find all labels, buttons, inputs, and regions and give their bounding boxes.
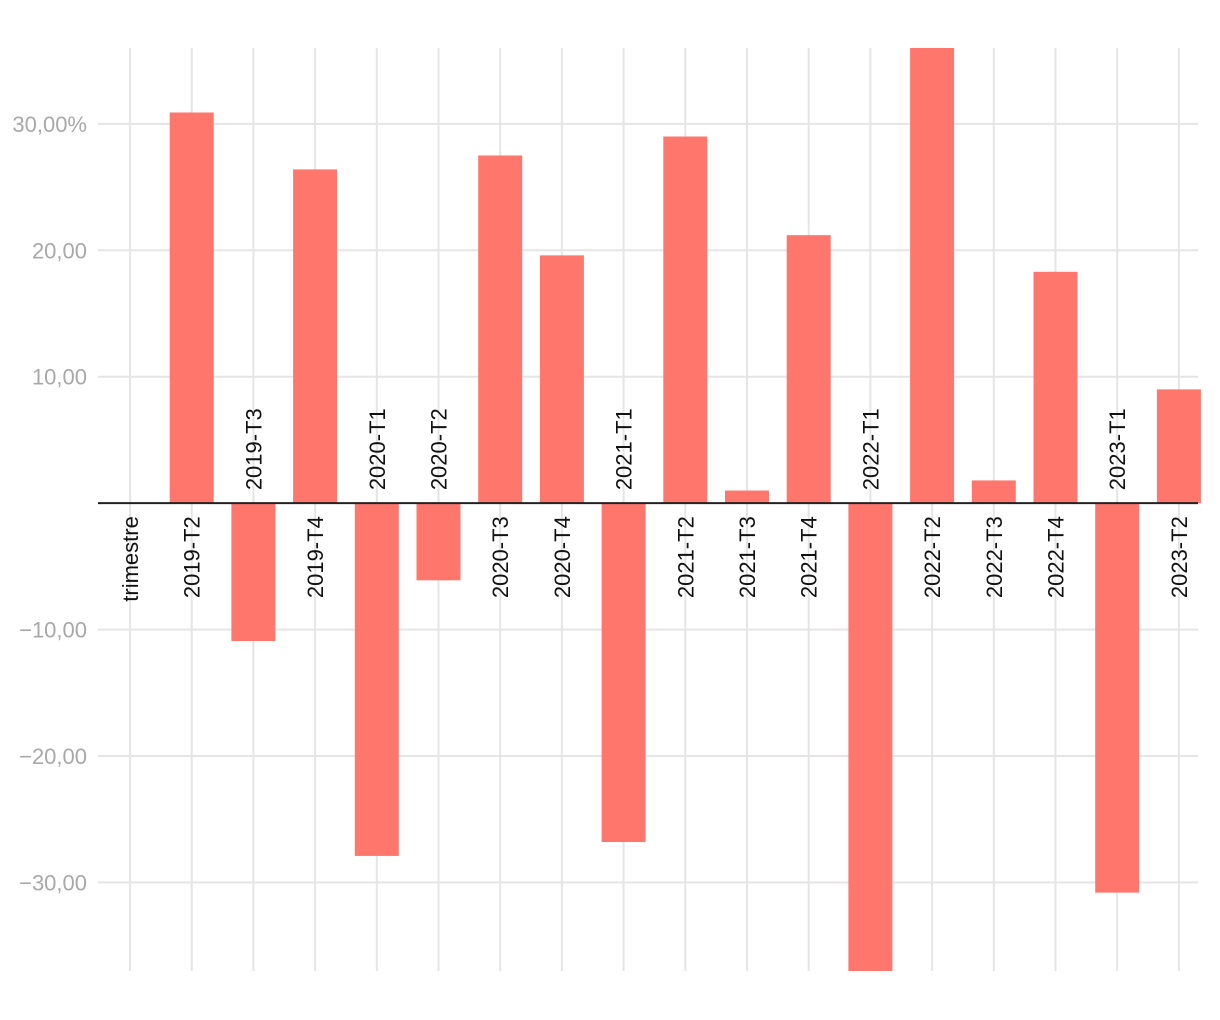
category-label: 2021-T1 [612, 408, 637, 490]
y-tick-label: 30,00% [12, 112, 87, 137]
bar-2022-T4 [1033, 271, 1078, 504]
bar-2019-T4 [293, 169, 338, 504]
category-label: 2022-T2 [920, 516, 945, 598]
category-label: 2020-T4 [550, 516, 575, 598]
y-tick-label: −30,00 [19, 870, 87, 895]
category-label: 2020-T1 [365, 408, 390, 490]
bar-2020-T1 [354, 503, 399, 856]
category-label: 2019-T4 [303, 516, 328, 598]
bar-2019-T3 [231, 503, 276, 641]
category-label: 2020-T2 [427, 408, 452, 490]
category-label: 2019-T3 [241, 408, 266, 490]
bar-2021-T1 [601, 503, 646, 843]
bar-2021-T3 [725, 490, 769, 504]
y-tick-label: 10,00 [32, 365, 87, 390]
category-label: 2022-T4 [1044, 516, 1069, 598]
bar-2019-T2 [169, 112, 214, 504]
y-tick-label: −20,00 [19, 744, 87, 769]
category-label: trimestre [118, 516, 143, 602]
category-label: 2020-T3 [488, 516, 513, 598]
bar-2023-T1 [1095, 503, 1140, 893]
category-label: 2021-T4 [797, 516, 822, 598]
category-label: 2019-T2 [180, 516, 205, 598]
bar-2023-T2 [1156, 389, 1201, 504]
bar-2022-T3 [971, 480, 1016, 504]
bar-2020-T4 [539, 255, 584, 504]
category-label: 2021-T3 [735, 516, 760, 598]
category-label: 2023-T2 [1167, 516, 1192, 598]
category-labels: trimestre 2019-T2 2019-T3 2019-T4 2020-T1 202… [118, 408, 1192, 602]
category-label: 2023-T1 [1105, 408, 1130, 490]
category-label: 2022-T3 [982, 516, 1007, 598]
bar-2020-T3 [478, 155, 523, 504]
bars [169, 48, 1201, 971]
bar-2021-T4 [786, 235, 831, 504]
bar-2021-T2 [663, 136, 708, 504]
bar-2022-T2 [910, 48, 955, 504]
y-axis-tick-labels: 30,00% 20,00 10,00 −10,00 −20,00 −30,00 [12, 112, 87, 896]
category-label: 2021-T2 [673, 516, 698, 598]
category-label: 2022-T1 [858, 408, 883, 490]
bar-2020-T2 [416, 503, 461, 581]
bar-2022-T1 [848, 503, 893, 971]
y-tick-label: −10,00 [19, 618, 87, 643]
y-tick-label: 20,00 [32, 238, 87, 263]
